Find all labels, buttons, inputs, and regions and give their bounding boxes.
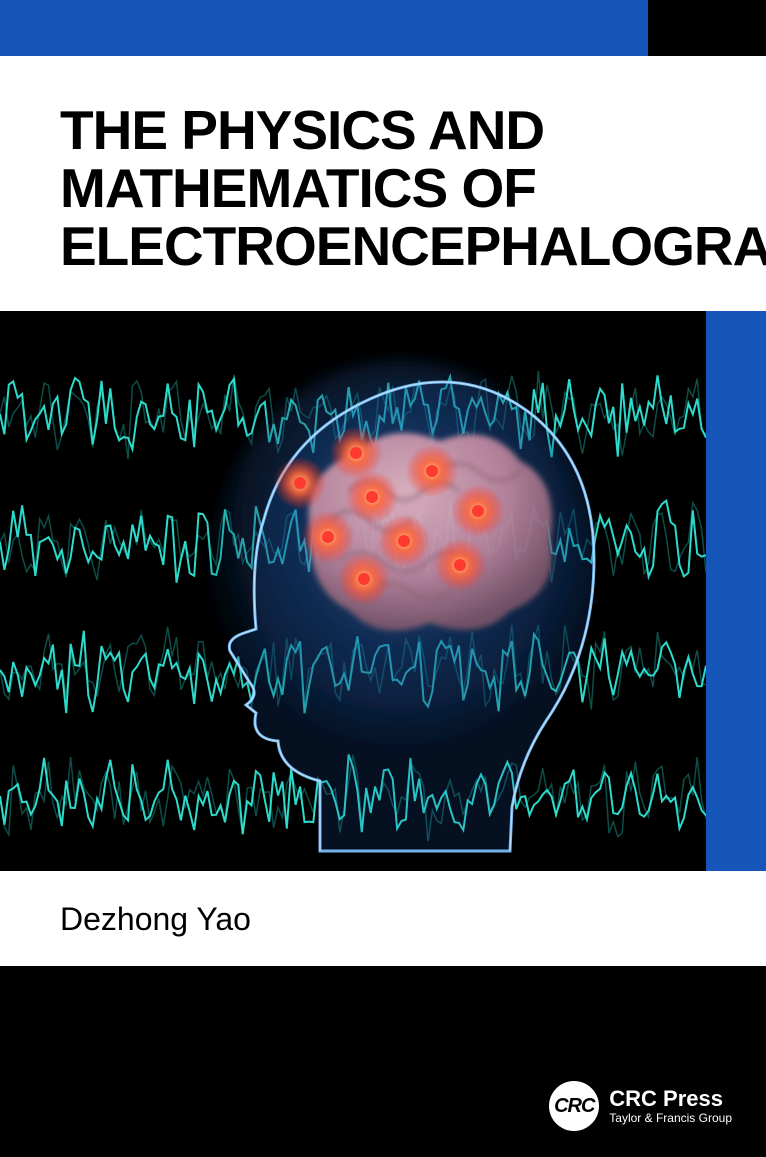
hero-accent-stripe	[706, 311, 766, 871]
head-brain-svg	[190, 351, 610, 861]
hero-illustration	[0, 311, 766, 871]
publisher-tagline: Taylor & Francis Group	[609, 1112, 732, 1125]
author-name: Dezhong Yao	[60, 901, 706, 938]
hero-main	[0, 311, 706, 871]
publisher-text: CRC Press Taylor & Francis Group	[609, 1087, 732, 1124]
book-cover: THE PHYSICS AND MATHEMATICS OF ELECTROEN…	[0, 0, 766, 1157]
bottom-bar: CRC CRC Press Taylor & Francis Group	[0, 966, 766, 1157]
top-bar	[0, 0, 766, 56]
top-bar-black	[648, 0, 766, 56]
publisher-block: CRC CRC Press Taylor & Francis Group	[549, 1081, 732, 1131]
crc-badge-icon: CRC	[549, 1081, 599, 1131]
publisher-name: CRC Press	[609, 1087, 732, 1111]
title-line-3: ELECTROENCEPHALOGRAM	[60, 218, 706, 276]
title-area: THE PHYSICS AND MATHEMATICS OF ELECTROEN…	[0, 56, 766, 311]
author-band: Dezhong Yao	[0, 871, 766, 966]
title-line-1: THE PHYSICS AND	[60, 102, 706, 160]
title-line-2: MATHEMATICS OF	[60, 160, 706, 218]
top-bar-blue	[0, 0, 648, 56]
